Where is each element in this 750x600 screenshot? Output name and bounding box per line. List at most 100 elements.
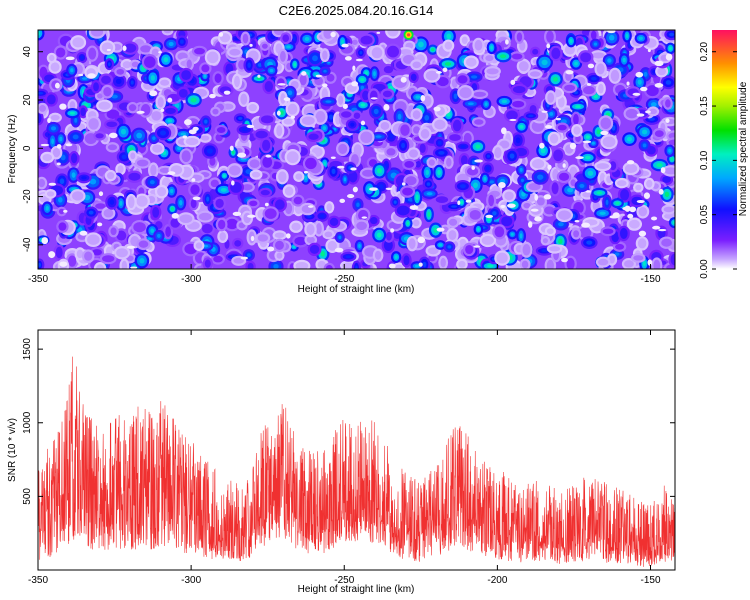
heatmap-gap bbox=[308, 205, 314, 208]
heatmap-blob bbox=[555, 122, 569, 133]
heatmap-blob bbox=[69, 189, 86, 203]
heatmap-blob bbox=[319, 66, 331, 77]
heatmap-blob bbox=[446, 227, 459, 243]
heatmap-gap bbox=[192, 196, 201, 201]
heatmap-blob bbox=[406, 147, 421, 160]
heatmap-blob bbox=[246, 198, 260, 209]
heatmap-blob bbox=[527, 69, 543, 79]
heatmap-blob bbox=[589, 38, 602, 50]
heatmap-blob bbox=[410, 108, 423, 122]
heatmap-blob bbox=[179, 148, 193, 165]
heatmap-blob bbox=[600, 226, 616, 237]
heatmap-x-tick-label: -200 bbox=[487, 274, 507, 285]
heatmap-blob bbox=[101, 84, 114, 99]
heatmap-blob bbox=[352, 197, 364, 212]
heatmap-blob bbox=[302, 155, 319, 172]
heatmap-blob bbox=[306, 50, 324, 67]
heatmap-blob bbox=[177, 212, 195, 226]
heatmap-gap bbox=[218, 32, 224, 37]
heatmap-blob bbox=[351, 110, 363, 122]
heatmap-gap bbox=[355, 58, 363, 62]
heatmap-blob bbox=[274, 123, 285, 139]
heatmap-blob bbox=[383, 229, 395, 243]
heatmap-blob bbox=[338, 109, 354, 120]
heatmap-gap bbox=[442, 67, 448, 73]
heatmap-blob bbox=[668, 217, 675, 229]
heatmap-blob bbox=[470, 139, 486, 154]
heatmap-blob bbox=[433, 136, 446, 149]
heatmap-blob bbox=[442, 39, 455, 52]
heatmap-blob bbox=[38, 30, 45, 41]
heatmap-blob bbox=[427, 44, 439, 55]
heatmap-blob bbox=[199, 62, 212, 75]
heatmap-gap bbox=[607, 30, 616, 34]
heatmap-blob bbox=[88, 30, 106, 39]
heatmap-blob bbox=[464, 165, 481, 178]
heatmap-blob bbox=[494, 50, 512, 63]
heatmap-blob bbox=[274, 76, 287, 90]
heatmap-blob bbox=[479, 172, 490, 186]
heatmap-blob bbox=[578, 50, 594, 65]
heatmap-blob bbox=[212, 71, 224, 86]
heatmap-blob bbox=[516, 58, 531, 74]
heatmap-blob bbox=[617, 225, 630, 242]
heatmap-blob bbox=[418, 126, 432, 141]
heatmap-blob bbox=[115, 163, 126, 176]
heatmap-blob bbox=[315, 210, 329, 222]
heatmap-blob bbox=[622, 30, 632, 43]
heatmap-gap bbox=[79, 230, 88, 236]
snr-x-axis-label: Height of straight line (km) bbox=[298, 584, 415, 595]
heatmap-blob bbox=[358, 33, 375, 47]
heatmap-blob bbox=[105, 142, 120, 153]
heatmap-blob bbox=[662, 165, 675, 177]
heatmap-gap bbox=[87, 73, 96, 79]
heatmap-blob bbox=[65, 108, 80, 119]
heatmap-blob bbox=[372, 248, 384, 263]
heatmap-gap bbox=[257, 74, 261, 78]
heatmap-blob bbox=[149, 142, 165, 155]
heatmap-gap bbox=[636, 113, 645, 117]
heatmap-blob bbox=[543, 30, 556, 45]
heatmap-blob bbox=[134, 253, 150, 269]
heatmap-gap bbox=[665, 53, 673, 61]
heatmap-gap bbox=[587, 63, 595, 69]
heatmap-blob bbox=[403, 217, 413, 230]
heatmap-gap bbox=[409, 205, 419, 210]
snr-y-axis-label: SNR (10 * v/v) bbox=[7, 418, 18, 482]
heatmap-blob bbox=[643, 113, 661, 125]
heatmap-blob bbox=[53, 244, 65, 261]
heatmap-blob bbox=[86, 115, 102, 132]
heatmap-gap bbox=[582, 140, 592, 144]
heatmap-blob bbox=[410, 59, 424, 71]
heatmap-blob bbox=[319, 48, 330, 63]
heatmap-gap bbox=[301, 71, 307, 76]
heatmap-blob bbox=[38, 111, 44, 126]
heatmap-blob bbox=[167, 203, 178, 215]
heatmap-gap bbox=[586, 83, 592, 86]
heatmap-blob bbox=[636, 204, 650, 219]
heatmap-blob bbox=[136, 238, 151, 251]
heatmap-gap bbox=[341, 43, 349, 48]
heatmap-blob bbox=[399, 185, 416, 198]
heatmap-blob bbox=[340, 172, 350, 186]
heatmap-blob bbox=[480, 98, 492, 111]
heatmap-blob bbox=[607, 158, 619, 173]
heatmap-blob bbox=[40, 151, 55, 164]
heatmap-blob bbox=[116, 123, 131, 140]
heatmap-gap bbox=[541, 110, 548, 113]
heatmap-blob bbox=[510, 83, 528, 96]
heatmap-blob bbox=[272, 230, 287, 241]
heatmap-blob bbox=[393, 108, 406, 125]
heatmap-gap bbox=[622, 206, 629, 211]
heatmap-gap bbox=[457, 200, 461, 205]
heatmap-blob bbox=[434, 240, 446, 250]
heatmap-blob bbox=[104, 169, 117, 182]
heatmap-blob bbox=[258, 113, 276, 126]
heatmap-blob bbox=[313, 220, 325, 237]
heatmap-blob bbox=[561, 82, 578, 94]
heatmap-gap bbox=[543, 194, 552, 200]
heatmap-blob bbox=[370, 131, 387, 142]
heatmap-blob bbox=[406, 235, 418, 252]
heatmap-blob bbox=[354, 239, 365, 253]
heatmap-gap bbox=[106, 48, 111, 52]
